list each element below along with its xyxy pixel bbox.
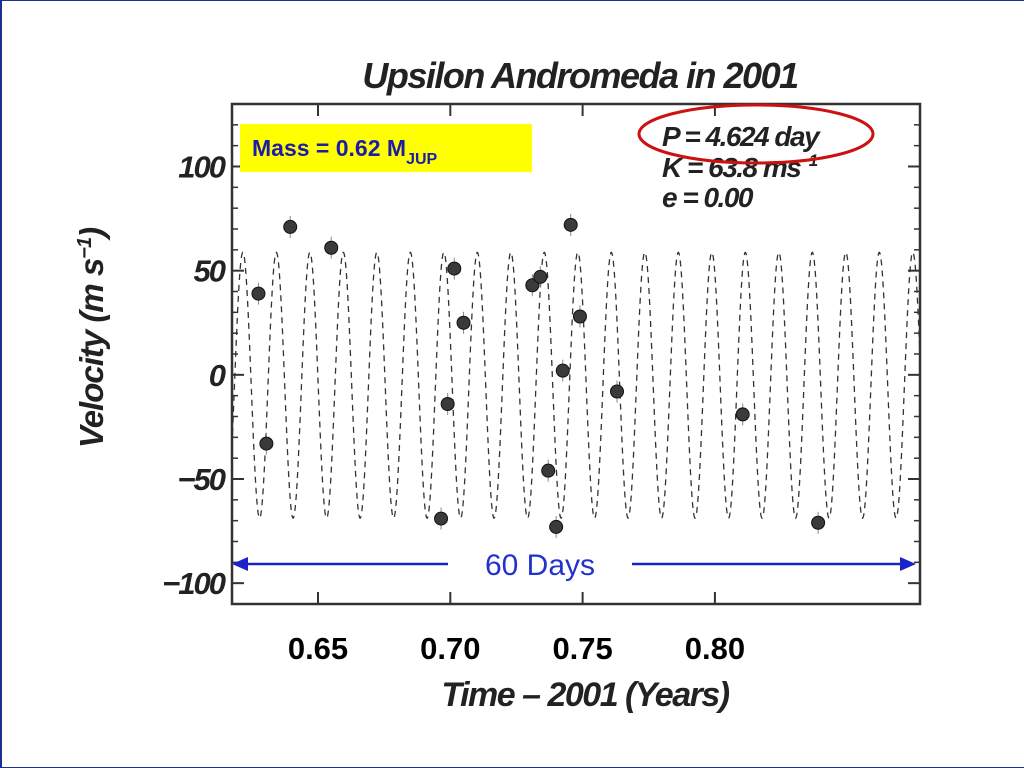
period-highlight-ellipse (637, 103, 875, 165)
x-tick-label: 0.75 (552, 631, 612, 666)
y-tick-label: 50 (194, 254, 226, 289)
x-tick-label: 0.65 (288, 631, 348, 666)
mass-label-subscript: JUP (406, 151, 437, 168)
data-point (735, 407, 750, 422)
y-tick-label: 0 (209, 358, 226, 393)
data-point (447, 261, 462, 276)
y-axis-label: Velocity (m s (73, 258, 110, 448)
data-point (549, 519, 564, 534)
y-tick-label: −100 (162, 566, 226, 601)
x-tick-label: 0.80 (685, 631, 745, 666)
data-point (610, 384, 625, 399)
data-point (811, 515, 826, 530)
y-axis-ticks: 100 50 0 −50 −100 (162, 103, 920, 605)
y-axis-label-close: ) (73, 227, 110, 241)
chart-title: Upsilon Andromeda in 2001 (362, 55, 798, 96)
x-tick-label: 0.70 (420, 631, 480, 666)
y-tick-label: 100 (178, 150, 225, 185)
orbit-parameters: P = 4.624 day K = 63.8 ms−1 e = 0.00 (637, 103, 875, 213)
fit-curve (231, 251, 921, 520)
mass-box (240, 124, 532, 172)
span-arrow: 60 Days (232, 549, 916, 582)
x-axis-label: Time – 2001 (Years) (441, 676, 729, 714)
data-point (434, 511, 449, 526)
data-point (440, 397, 455, 411)
data-point (572, 309, 587, 324)
data-point (324, 240, 339, 255)
data-point (456, 315, 471, 330)
svg-text:Mass = 0.62 MJUP: Mass = 0.62 MJUP (252, 135, 438, 168)
y-axis-label-exponent: −1 (74, 237, 96, 259)
data-point (533, 269, 548, 284)
data-point (251, 286, 266, 301)
svg-text:Velocity (m s−1): Velocity (m s−1) (73, 227, 110, 448)
period-text: P = 4.624 day (662, 121, 821, 152)
data-point (283, 219, 298, 234)
y-tick-label: −50 (177, 462, 225, 497)
mass-label: Mass = 0.62 M (252, 135, 406, 161)
data-point (563, 217, 578, 232)
x-axis-ticks: 0.65 0.70 0.75 0.80 (288, 104, 745, 666)
span-arrow-left-head (232, 557, 248, 571)
mass-annotation: Mass = 0.62 MJUP (240, 124, 532, 172)
data-point (259, 436, 274, 451)
y-axis-label-group: Velocity (m s−1) (73, 227, 110, 448)
span-label: 60 Days (485, 549, 595, 582)
data-point (555, 363, 570, 378)
eccentricity-text: e = 0.00 (662, 182, 754, 213)
span-arrow-right-head (900, 557, 916, 571)
data-points (251, 213, 826, 538)
data-point (541, 463, 556, 478)
